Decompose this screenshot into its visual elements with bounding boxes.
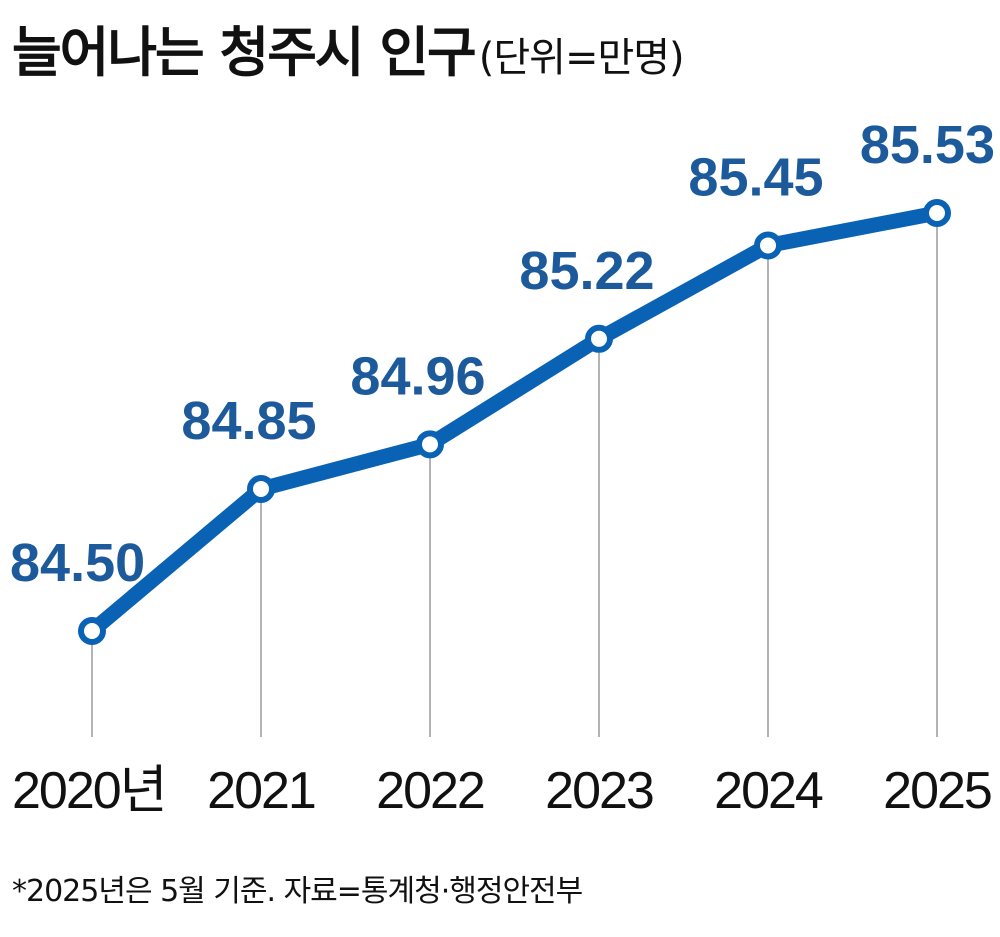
data-point — [585, 324, 613, 353]
data-point — [78, 617, 106, 645]
x-tick-label: 2024 — [714, 762, 823, 820]
drop-lines — [91, 213, 938, 737]
data-label: 84.50 — [10, 533, 145, 593]
chart-title-row: 늘어나는 청주시 인구 (단위=만명) — [12, 8, 685, 87]
x-tick-label: 2020년 — [12, 762, 166, 820]
source-footnote: *2025년은 5월 기준. 자료=통계청·행정안전부 — [12, 874, 583, 909]
x-tick-label: 2022 — [376, 762, 484, 820]
data-point — [416, 430, 444, 459]
data-points — [78, 199, 951, 645]
series-line — [84, 205, 945, 639]
data-label: 84.96 — [350, 346, 485, 406]
data-point — [247, 474, 275, 503]
value-labels: 84.50 84.85 84.96 85.22 85.45 85.53 — [10, 115, 995, 593]
data-label: 84.85 — [181, 391, 316, 451]
unit-label: (단위=만명) — [478, 35, 685, 81]
x-tick-label: 2023 — [545, 762, 653, 820]
chart-title: 늘어나는 청주시 인구 — [12, 21, 477, 84]
data-label: 85.22 — [519, 241, 654, 301]
x-tick-label: 2025 — [883, 762, 991, 820]
x-tick-labels: 2020년 2021 2022 2023 2024 2025 — [12, 762, 993, 820]
data-point — [754, 231, 782, 260]
data-point — [923, 199, 951, 227]
data-label: 85.45 — [688, 147, 823, 207]
data-label: 85.53 — [860, 115, 995, 175]
x-tick-label: 2021 — [207, 762, 315, 820]
